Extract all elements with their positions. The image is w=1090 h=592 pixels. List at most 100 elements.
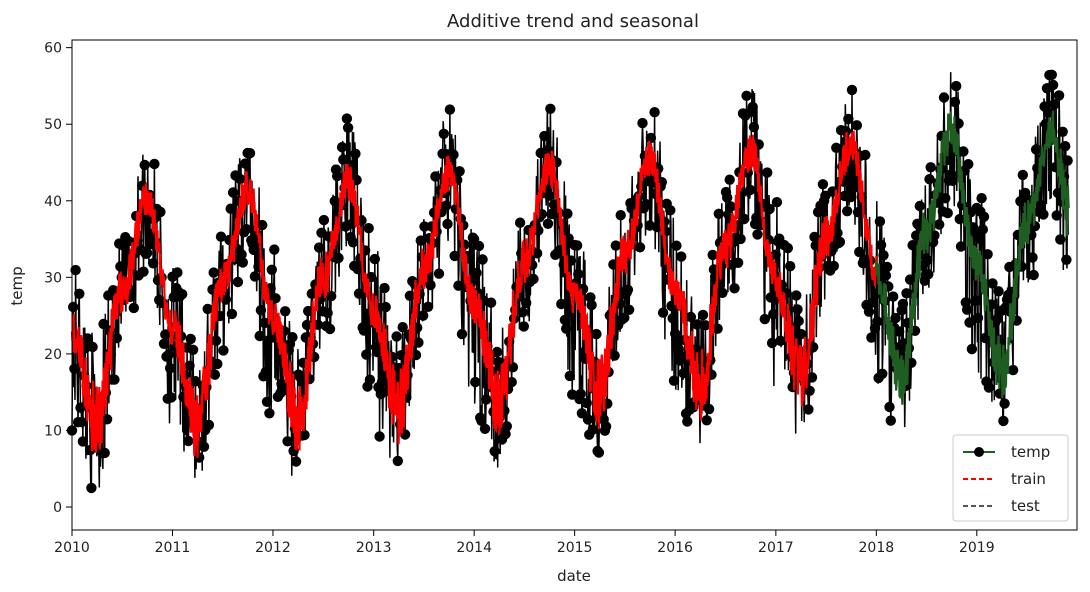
temp-point (951, 80, 962, 92)
temp-point (851, 120, 862, 131)
temp-point (218, 345, 229, 356)
temp-point (257, 219, 268, 231)
temp-point (260, 366, 271, 378)
temp-point (324, 323, 336, 335)
temp-point (363, 223, 374, 234)
temp-point (610, 240, 621, 251)
temp-point (70, 264, 81, 276)
temp-point (593, 447, 605, 458)
temp-point (227, 187, 239, 198)
temp-point (347, 237, 359, 248)
x-axis-label: date (557, 567, 591, 585)
temp-point (163, 349, 175, 360)
y-tick-label: 30 (44, 270, 62, 286)
temp-point (299, 429, 310, 441)
temp-point (1052, 187, 1064, 199)
temp-point (266, 264, 277, 275)
temp-point (724, 174, 735, 185)
temp-point (713, 208, 724, 219)
temp-point (609, 350, 620, 361)
temp-point (164, 363, 176, 374)
temp-point (158, 338, 170, 349)
temp-point (548, 199, 560, 210)
temp-point (185, 333, 196, 345)
temp-point (563, 233, 574, 244)
temp-point (241, 224, 252, 235)
temp-point (264, 408, 275, 419)
plot-area (66, 69, 1073, 494)
temp-point (966, 343, 978, 355)
temp-point (828, 260, 839, 272)
temp-point (942, 207, 953, 219)
temp-point (380, 301, 391, 313)
temp-point (863, 306, 875, 317)
temp-point (564, 370, 575, 382)
temp-point (775, 335, 786, 346)
temp-point (1049, 99, 1060, 110)
temp-point (378, 371, 389, 382)
temp-point (562, 208, 573, 219)
temp-point (518, 321, 529, 332)
temp-point (575, 388, 586, 400)
temp-point (623, 304, 635, 315)
temp-point (87, 341, 98, 353)
temp-point (514, 217, 526, 228)
legend-label-test: test (1011, 497, 1040, 515)
legend-box (952, 434, 1069, 522)
temp-point (353, 288, 365, 299)
temp-point (860, 149, 871, 161)
temp-point (890, 312, 901, 324)
temp-point (852, 207, 864, 218)
temp-point (75, 402, 86, 413)
temp-point (177, 289, 188, 300)
temp-point (232, 276, 244, 288)
temp-point (671, 240, 682, 251)
temp-point (528, 273, 539, 285)
temp-point (845, 191, 856, 203)
temp-point (76, 416, 87, 428)
temp-point (433, 268, 445, 279)
temp-point (722, 192, 733, 203)
temp-point (634, 242, 646, 253)
temp-point (676, 251, 687, 262)
temp-point (582, 414, 594, 425)
temp-point (561, 323, 572, 334)
temp-point (732, 257, 744, 268)
temp-point (209, 369, 221, 380)
y-axis-label: temp (8, 266, 26, 305)
temp-point (725, 201, 737, 212)
temp-point (961, 304, 973, 315)
temp-point (938, 92, 950, 103)
temp-point (1043, 107, 1054, 119)
temp-point (261, 396, 273, 407)
temp-point (619, 312, 630, 323)
x-axis: 2010 2011 2012 2013 2014 2015 2016 2017 2018 2019 (54, 530, 995, 556)
temp-point (867, 297, 878, 308)
temp-point (318, 214, 330, 226)
temp-point (235, 174, 246, 185)
temp-point (1047, 79, 1059, 91)
temp-point (806, 372, 818, 383)
temp-point (147, 258, 159, 269)
temp-point (668, 375, 680, 386)
temp-point (471, 267, 482, 279)
temp-point (914, 200, 925, 212)
temp-point (877, 368, 888, 379)
x-tick-label: 2018 (859, 540, 895, 556)
temp-point (741, 90, 752, 102)
temp-point (397, 322, 408, 333)
temp-point (637, 117, 648, 129)
temp-point (747, 101, 758, 113)
temp-point (707, 249, 718, 261)
temp-point (866, 332, 877, 343)
temp-point (101, 414, 113, 425)
temp-point (364, 374, 376, 385)
temp-point (888, 291, 899, 302)
temp-point (249, 271, 261, 282)
temp-point (237, 257, 248, 268)
temp-point (964, 317, 975, 328)
temp-point (998, 415, 1009, 427)
temp-point (255, 305, 267, 316)
temp-point (410, 349, 422, 361)
temp-point (983, 382, 995, 393)
